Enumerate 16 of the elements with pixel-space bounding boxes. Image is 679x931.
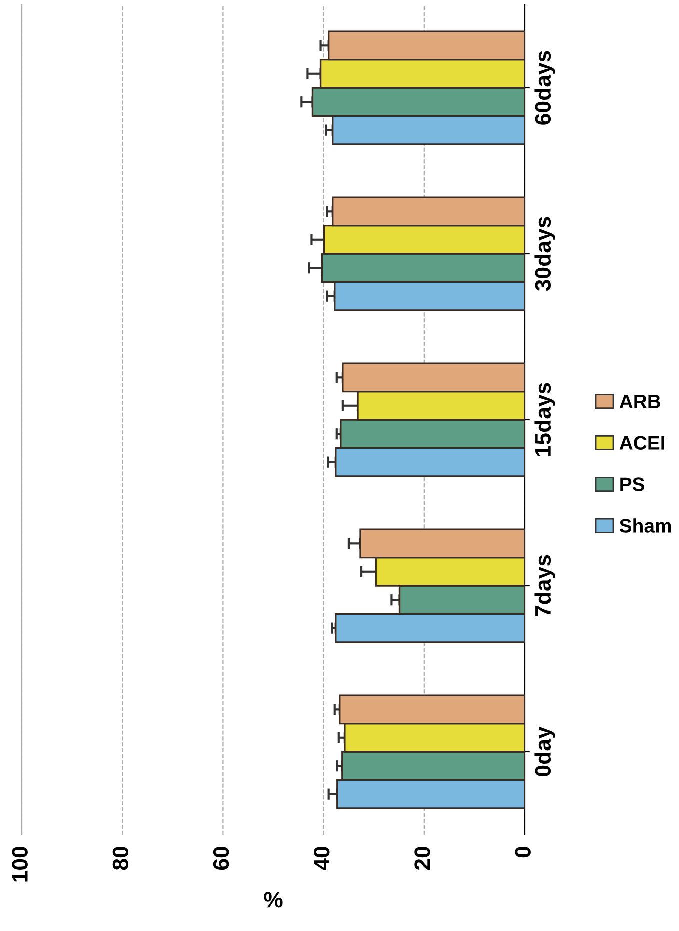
x-tick-label: 60 [213,847,230,870]
x-tick-label: 20 [414,847,430,870]
legend-label: ACEI [620,436,664,450]
y-tick-label: 7days [534,555,556,617]
y-tick-label: 0day [534,726,556,776]
x-tick-label: 40 [314,847,330,870]
legend-label: Sham [620,518,672,533]
x-axis-title: % [264,892,283,908]
legend-label: PS [620,478,645,492]
y-tick-label: 30days [534,217,556,292]
x-tick-label: 100 [12,847,28,882]
legend-label: ARB [620,394,661,408]
y-tick-label: 15days [534,383,556,456]
x-tick-label: 80 [112,847,129,870]
y-tick-label: 60days [534,51,556,125]
x-tick-label: 0 [515,847,531,858]
